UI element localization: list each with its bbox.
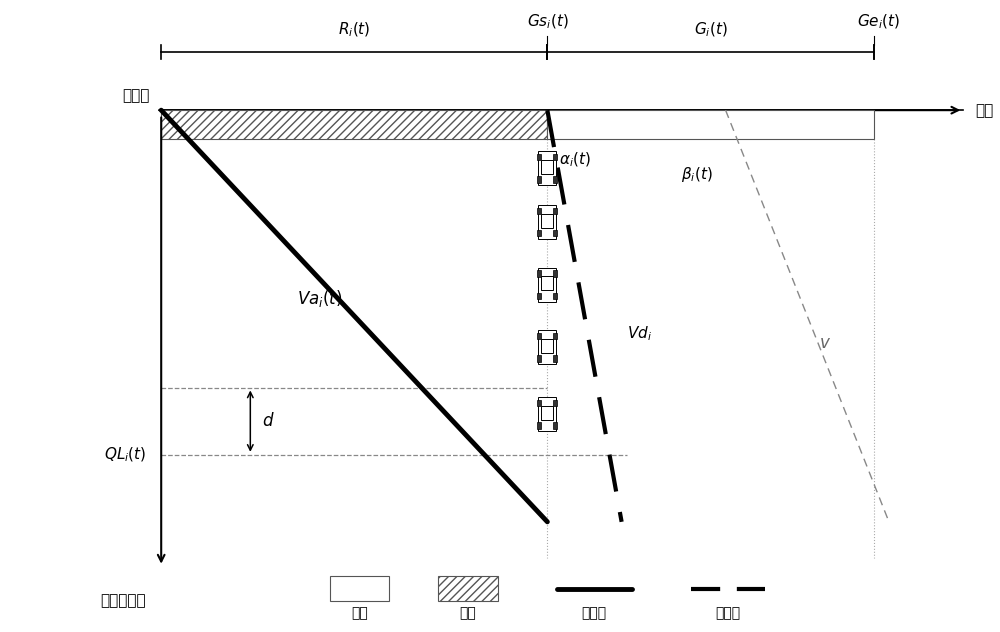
Text: 消散波: 消散波 [715, 606, 740, 620]
Text: $\alpha_{i}(t)$: $\alpha_{i}(t)$ [559, 150, 591, 169]
Bar [553, 355, 557, 362]
Text: $G_{i}(t)$: $G_{i}(t)$ [694, 21, 728, 39]
Text: 距离（米）: 距离（米） [101, 593, 146, 609]
Bar [537, 333, 541, 339]
Text: $\beta_{i}(t)$: $\beta_{i}(t)$ [681, 165, 713, 184]
Text: $v$: $v$ [819, 334, 831, 352]
Bar [541, 339, 553, 353]
Text: 红灯: 红灯 [460, 606, 477, 620]
Bar [541, 214, 553, 228]
Bar [553, 154, 557, 161]
Bar [537, 208, 541, 214]
Text: $Va_{i}(t)$: $Va_{i}(t)$ [297, 288, 342, 308]
Bar [537, 270, 541, 277]
Bar [537, 230, 541, 236]
Text: 绻灯: 绻灯 [351, 606, 368, 620]
Bar [553, 230, 557, 236]
Bar [538, 151, 556, 185]
Bar [537, 355, 541, 362]
Text: 停车线: 停车线 [122, 88, 149, 103]
Bar [330, 576, 389, 602]
Text: $Vd_{i}$: $Vd_{i}$ [627, 325, 652, 343]
Bar [538, 205, 556, 239]
Bar [538, 268, 556, 301]
Text: $R_{i}(t)$: $R_{i}(t)$ [338, 21, 371, 39]
Bar [541, 406, 553, 420]
Bar [541, 160, 553, 174]
Bar [547, 110, 874, 139]
Text: $QL_{i}(t)$: $QL_{i}(t)$ [104, 446, 146, 464]
Text: $Ge_{i}(t)$: $Ge_{i}(t)$ [857, 13, 901, 32]
Bar [553, 270, 557, 277]
Bar [553, 208, 557, 214]
Bar [553, 333, 557, 339]
Bar [161, 110, 547, 139]
Bar [541, 276, 553, 291]
Bar [553, 293, 557, 299]
Bar [537, 423, 541, 428]
Bar [537, 154, 541, 161]
Bar [537, 293, 541, 299]
Text: $Gs_{i}(t)$: $Gs_{i}(t)$ [527, 13, 568, 32]
Bar [438, 576, 498, 602]
Bar [553, 176, 557, 183]
Text: 时间: 时间 [975, 102, 993, 118]
Bar [537, 400, 541, 406]
Bar [553, 423, 557, 428]
Text: $d$: $d$ [262, 412, 275, 430]
Bar [538, 398, 556, 432]
Text: 集结波: 集结波 [581, 606, 606, 620]
Bar [553, 400, 557, 406]
Bar [537, 176, 541, 183]
Bar [538, 331, 556, 364]
